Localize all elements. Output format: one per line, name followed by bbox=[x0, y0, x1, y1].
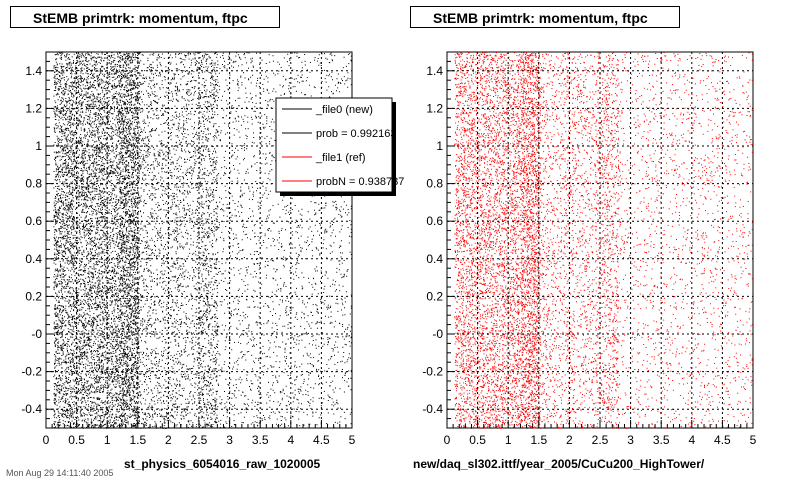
y-tick-label: 0.6 bbox=[426, 214, 443, 228]
x-tick-label: 1.5 bbox=[530, 433, 547, 447]
x-tick-label: 2.5 bbox=[592, 433, 609, 447]
x-tick-label: 1 bbox=[505, 433, 512, 447]
x-tick-label: 3.5 bbox=[252, 433, 269, 447]
x-tick-label: 2 bbox=[165, 433, 172, 447]
timestamp: Mon Aug 29 14:11:40 2005 bbox=[6, 468, 114, 478]
plot-0: 0 0.5 1 1.5 2 2.5 3 3.5 4 4.5 5 -0.4 -0.2 -0 0.2 0.4 0.6… bbox=[21, 51, 404, 447]
legend-label: prob = 0.992163 bbox=[316, 128, 396, 140]
x-tick-label: 5 bbox=[349, 433, 356, 447]
y-tick-label: 1.4 bbox=[25, 64, 42, 78]
x-tick-label: 3 bbox=[627, 433, 634, 447]
x-tick-label: 5 bbox=[750, 433, 757, 447]
y-tick-label: 0.2 bbox=[25, 289, 42, 303]
y-tick-label: 0.4 bbox=[25, 252, 42, 266]
x-tick-label: 4 bbox=[688, 433, 695, 447]
y-tick-label: -0 bbox=[31, 327, 42, 341]
axis-ticks bbox=[45, 51, 353, 429]
right-run-label: new/daq_sl302.ittf/year_2005/CuCu200_Hig… bbox=[413, 457, 705, 471]
x-tick-label: 4.5 bbox=[714, 433, 731, 447]
right-chart-title: StEMB primtrk: momentum, ftpc bbox=[410, 6, 680, 28]
x-tick-label: 2 bbox=[566, 433, 573, 447]
plot-frame bbox=[446, 51, 754, 429]
left-run-label: st_physics_6054016_raw_1020005 bbox=[124, 457, 321, 471]
y-tick-label: 0.8 bbox=[25, 177, 42, 191]
y-tick-label: 1 bbox=[35, 139, 42, 153]
y-tick-label: 1.2 bbox=[25, 101, 42, 115]
y-tick-label: -0.2 bbox=[422, 365, 443, 379]
y-tick-label: 0.8 bbox=[426, 177, 443, 191]
x-tick-label: 3 bbox=[226, 433, 233, 447]
y-tick-label: -0.4 bbox=[21, 402, 42, 416]
y-tick-label: -0 bbox=[432, 327, 443, 341]
axis-ticks bbox=[446, 51, 754, 429]
y-tick-label: 1.2 bbox=[426, 101, 443, 115]
scatter-points bbox=[454, 52, 753, 429]
y-tick-label: 0.4 bbox=[426, 252, 443, 266]
plot-1: 0 0.5 1 1.5 2 2.5 3 3.5 4 4.5 5 -0.4 -0.2 -0 0.2 0.4 0.6… bbox=[422, 51, 757, 447]
left-chart-title: StEMB primtrk: momentum, ftpc bbox=[10, 6, 280, 28]
x-tick-label: 1.5 bbox=[129, 433, 146, 447]
legend-box bbox=[275, 97, 393, 193]
legend: _file0 (new) prob = 0.992163 _file1 (ref) p… bbox=[275, 97, 404, 196]
x-tick-label: 0.5 bbox=[469, 433, 486, 447]
y-tick-label: 1.4 bbox=[426, 64, 443, 78]
legend-label: _file1 (ref) bbox=[315, 152, 366, 164]
legend-label: probN = 0.938787 bbox=[316, 176, 404, 188]
x-tick-label: 0 bbox=[444, 433, 451, 447]
grid-lines bbox=[447, 52, 753, 428]
x-tick-label: 1 bbox=[104, 433, 111, 447]
x-tick-label: 4.5 bbox=[313, 433, 330, 447]
legend-label: _file0 (new) bbox=[315, 104, 373, 116]
x-tick-label: 0 bbox=[43, 433, 50, 447]
x-tick-label: 2.5 bbox=[191, 433, 208, 447]
y-tick-label: 0.6 bbox=[25, 214, 42, 228]
x-tick-label: 4 bbox=[287, 433, 294, 447]
y-tick-label: -0.4 bbox=[422, 402, 443, 416]
scatter-point-cloud bbox=[454, 52, 753, 429]
y-tick-label: 1 bbox=[436, 139, 443, 153]
y-tick-label: 0.2 bbox=[426, 289, 443, 303]
y-tick-label: -0.2 bbox=[21, 365, 42, 379]
x-tick-label: 0.5 bbox=[68, 433, 85, 447]
x-tick-label: 3.5 bbox=[653, 433, 670, 447]
